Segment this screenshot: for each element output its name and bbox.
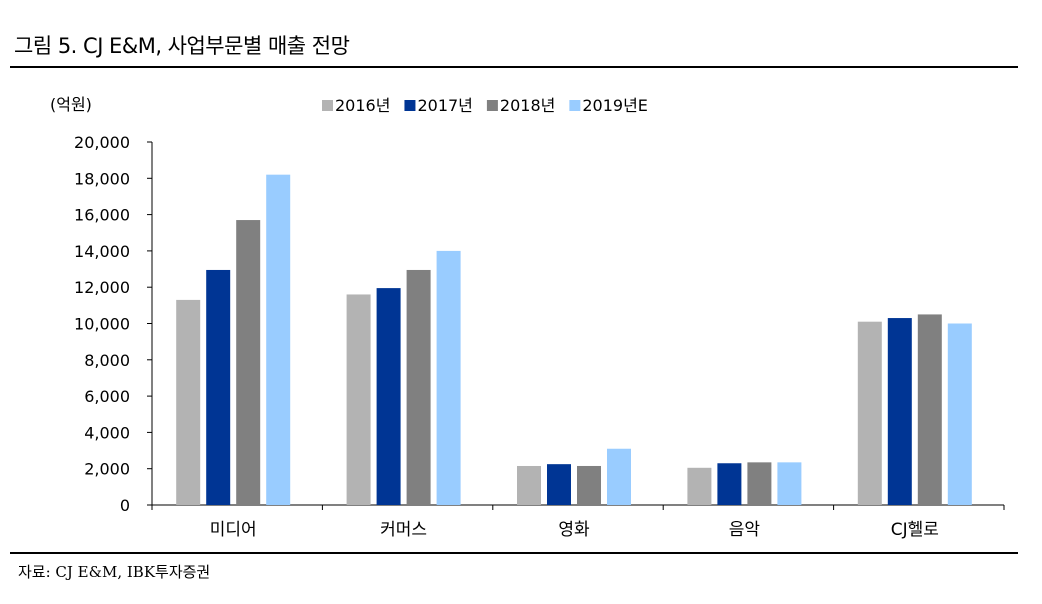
bar-2016년-영화 [517, 465, 541, 505]
y-tick-label: 8,000 [84, 351, 130, 370]
y-tick-label: 16,000 [74, 206, 130, 225]
bar-2019년E-미디어 [266, 174, 291, 506]
y-tick-label: 12,000 [74, 278, 130, 297]
x-tick-label: 영화 [558, 520, 590, 540]
legend-label: 2016년 [335, 96, 390, 115]
x-tick-label: CJ헬로 [891, 520, 939, 540]
bar-2017년-커머스 [376, 288, 401, 505]
bar-2018년-커머스 [406, 269, 431, 505]
bar-2016년-미디어 [176, 299, 201, 505]
bar-2017년-음악 [717, 463, 742, 505]
y-tick-label: 20,000 [74, 133, 130, 152]
bar-2016년-CJ헬로 [857, 321, 882, 505]
y-tick-label: 18,000 [74, 169, 130, 188]
y-axis-label: (억원) [50, 95, 92, 114]
y-tick-label: 4,000 [84, 423, 130, 442]
x-tick-label: 음악 [729, 520, 761, 540]
bar-2019년E-CJ헬로 [947, 323, 972, 505]
x-tick-label: 미디어 [210, 520, 257, 540]
legend-swatch [322, 100, 333, 111]
bar-2018년-미디어 [236, 220, 261, 506]
bar-2019년E-음악 [777, 462, 802, 505]
legend-swatch [486, 100, 498, 111]
bar-2016년-음악 [687, 467, 712, 505]
x-tick-label: 커머스 [380, 520, 427, 540]
legend-label: 2019년E [582, 96, 648, 115]
bar-2017년-CJ헬로 [887, 318, 912, 505]
legend-label: 2017년 [417, 96, 472, 115]
figure-title: 그림 5. CJ E&M, 사업부문별 매출 전망 [14, 34, 350, 58]
bar-2019년E-커머스 [436, 250, 461, 505]
bar-2016년-커머스 [346, 294, 371, 505]
y-tick-label: 6,000 [84, 387, 130, 406]
legend-label: 2018년 [500, 96, 555, 115]
y-tick-label: 14,000 [74, 242, 130, 261]
y-tick-label: 2,000 [84, 460, 130, 479]
y-tick-label: 10,000 [74, 315, 130, 334]
bar-2017년-영화 [547, 464, 571, 505]
top-rule [10, 66, 1018, 68]
source-note: 자료: CJ E&M, IBK투자증권 [18, 563, 211, 581]
legend-swatch [569, 100, 581, 111]
bar-2018년-CJ헬로 [917, 314, 942, 505]
bar-2017년-미디어 [206, 269, 231, 505]
bar-2018년-영화 [577, 465, 601, 505]
legend-swatch [404, 100, 416, 111]
bar-2018년-음악 [747, 462, 772, 505]
y-tick-label: 0 [120, 496, 130, 515]
bar-2019년E-영화 [607, 448, 631, 505]
bottom-rule [10, 552, 1018, 554]
